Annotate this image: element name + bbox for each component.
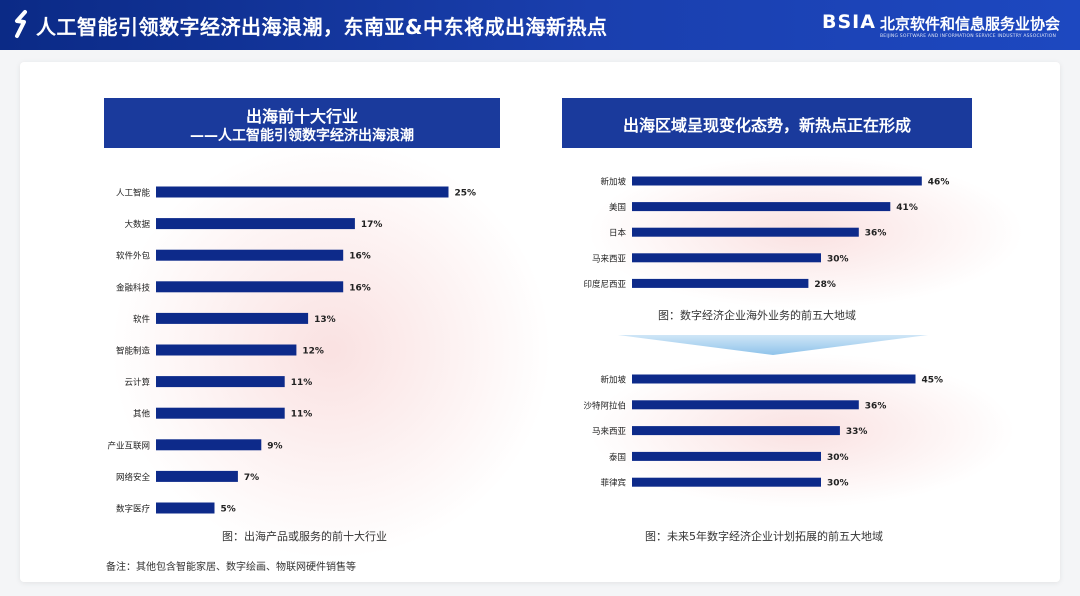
industry-bar bbox=[156, 407, 285, 419]
future-region-bar bbox=[632, 451, 821, 461]
brand-english-name: BEIJING SOFTWARE AND INFORMATION SERVICE… bbox=[880, 34, 1057, 39]
industry-value-label: 16% bbox=[349, 283, 371, 293]
brand-abbr: BSIA bbox=[822, 11, 876, 33]
industry-bar bbox=[156, 470, 238, 482]
industry-value-label: 7% bbox=[244, 473, 259, 483]
industry-bar bbox=[156, 281, 344, 293]
industry-bar bbox=[156, 376, 285, 388]
industry-value-label: 17% bbox=[361, 220, 383, 230]
industry-bar bbox=[156, 312, 309, 324]
industry-value-label: 13% bbox=[314, 315, 336, 325]
current-region-value-label: 28% bbox=[814, 280, 836, 290]
left-title-line2: ——人工智能引领数字经济出海浪潮 bbox=[190, 128, 414, 144]
current-region-bar bbox=[632, 253, 821, 263]
current-region-category-label: 新加坡 bbox=[600, 177, 626, 188]
current-region-bar bbox=[632, 227, 859, 237]
industry-value-label: 5% bbox=[221, 505, 236, 515]
current-region-bar bbox=[632, 176, 922, 186]
industry-category-label: 软件 bbox=[133, 314, 151, 325]
page-title: 人工智能引领数字经济出海浪潮，东南亚&中东将成出海新热点 bbox=[36, 15, 608, 39]
future-region-value-label: 30% bbox=[827, 453, 849, 463]
brand-name: 北京软件和信息服务业协会 bbox=[880, 15, 1061, 33]
industry-category-label: 人工智能 bbox=[116, 188, 151, 199]
current-region-category-label: 日本 bbox=[609, 228, 627, 239]
right-bottom-chart-caption: 图：未来5年数字经济企业计划拓展的前五大地域 bbox=[645, 530, 883, 543]
industry-value-label: 11% bbox=[291, 410, 313, 420]
header-banner: 人工智能引领数字经济出海浪潮，东南亚&中东将成出海新热点 BSIA 北京软件和信… bbox=[0, 0, 1080, 50]
industry-value-label: 25% bbox=[455, 189, 477, 199]
current-region-category-label: 马来西亚 bbox=[592, 254, 627, 264]
industry-value-label: 16% bbox=[349, 252, 371, 262]
industry-category-label: 软件外包 bbox=[116, 251, 151, 262]
future-region-value-label: 33% bbox=[846, 427, 868, 437]
right-title-text: 出海区域呈现变化态势，新热点正在形成 bbox=[622, 116, 911, 135]
footnote: 备注：其他包含智能家居、数字绘画、物联网硬件销售等 bbox=[106, 562, 356, 573]
left-title-line1: 出海前十大行业 bbox=[245, 107, 358, 126]
future-region-value-label: 30% bbox=[827, 479, 849, 489]
right-top-chart-caption: 图：数字经济企业海外业务的前五大地域 bbox=[658, 309, 856, 322]
brand-s-icon bbox=[15, 10, 27, 38]
current-region-bar bbox=[632, 202, 891, 212]
future-region-bar bbox=[632, 400, 859, 410]
current-region-value-label: 30% bbox=[827, 254, 849, 264]
future-region-category-label: 马来西亚 bbox=[592, 427, 627, 437]
down-arrow-icon bbox=[618, 335, 928, 355]
future-region-value-label: 36% bbox=[865, 401, 887, 411]
industry-category-label: 智能制造 bbox=[116, 346, 151, 357]
industry-bar bbox=[156, 249, 344, 261]
industry-category-label: 其他 bbox=[133, 409, 151, 420]
industry-bar bbox=[156, 186, 449, 198]
left-chart-caption: 图：出海产品或服务的前十大行业 bbox=[222, 530, 387, 543]
future-region-category-label: 沙特阿拉伯 bbox=[583, 400, 626, 411]
industry-category-label: 云计算 bbox=[124, 377, 150, 388]
industry-category-label: 大数据 bbox=[124, 219, 150, 230]
future-region-category-label: 泰国 bbox=[609, 452, 626, 463]
current-region-value-label: 46% bbox=[928, 178, 950, 188]
current-region-value-label: 36% bbox=[865, 229, 887, 239]
industry-value-label: 12% bbox=[302, 347, 324, 357]
current-region-value-label: 41% bbox=[896, 203, 918, 213]
current-region-category-label: 美国 bbox=[609, 202, 626, 213]
industry-value-label: 11% bbox=[291, 378, 313, 388]
future-region-bar bbox=[632, 426, 840, 436]
industry-category-label: 金融科技 bbox=[116, 282, 151, 293]
current-region-category-label: 印度尼西亚 bbox=[583, 279, 626, 290]
future-region-category-label: 菲律宾 bbox=[600, 478, 626, 489]
future-region-bar bbox=[632, 477, 821, 487]
brand-logo: BSIA 北京软件和信息服务业协会 BEIJING SOFTWARE AND I… bbox=[822, 8, 1072, 44]
current-region-bar bbox=[632, 278, 809, 288]
industry-glow bbox=[112, 141, 551, 559]
future-region-bar bbox=[632, 374, 916, 384]
right-panel-title: 出海区域呈现变化态势，新热点正在形成 bbox=[562, 98, 972, 148]
industry-category-label: 产业互联网 bbox=[107, 440, 150, 451]
industry-bar bbox=[156, 502, 215, 514]
industry-bar bbox=[156, 344, 297, 356]
industry-bar bbox=[156, 218, 355, 230]
future-region-value-label: 45% bbox=[922, 376, 944, 386]
industry-value-label: 9% bbox=[267, 441, 282, 451]
future-region-category-label: 新加坡 bbox=[600, 375, 626, 386]
industry-category-label: 数字医疗 bbox=[116, 504, 151, 515]
left-panel-title: 出海前十大行业 ——人工智能引领数字经济出海浪潮 bbox=[104, 98, 500, 148]
industry-bar bbox=[156, 439, 262, 451]
industry-category-label: 网络安全 bbox=[116, 472, 151, 483]
